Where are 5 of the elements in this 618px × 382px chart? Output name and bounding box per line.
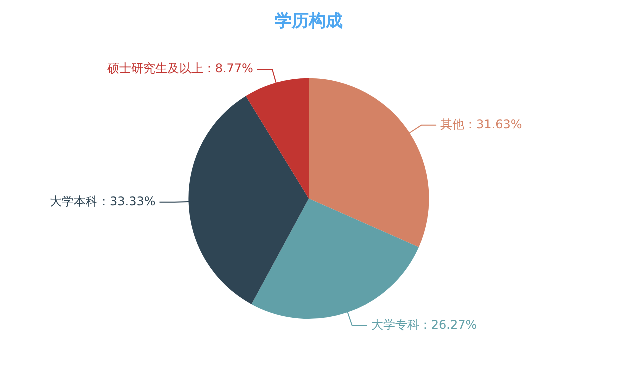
slice-label: 硕士研究生及以上：8.77% — [106, 62, 254, 76]
slice-label: 大学本科：33.33% — [50, 194, 156, 208]
chart-title: 学历构成 — [275, 12, 343, 32]
slice-label: 其他：31.63% — [440, 118, 522, 132]
slice-label: 大学专科：26.27% — [371, 318, 478, 332]
